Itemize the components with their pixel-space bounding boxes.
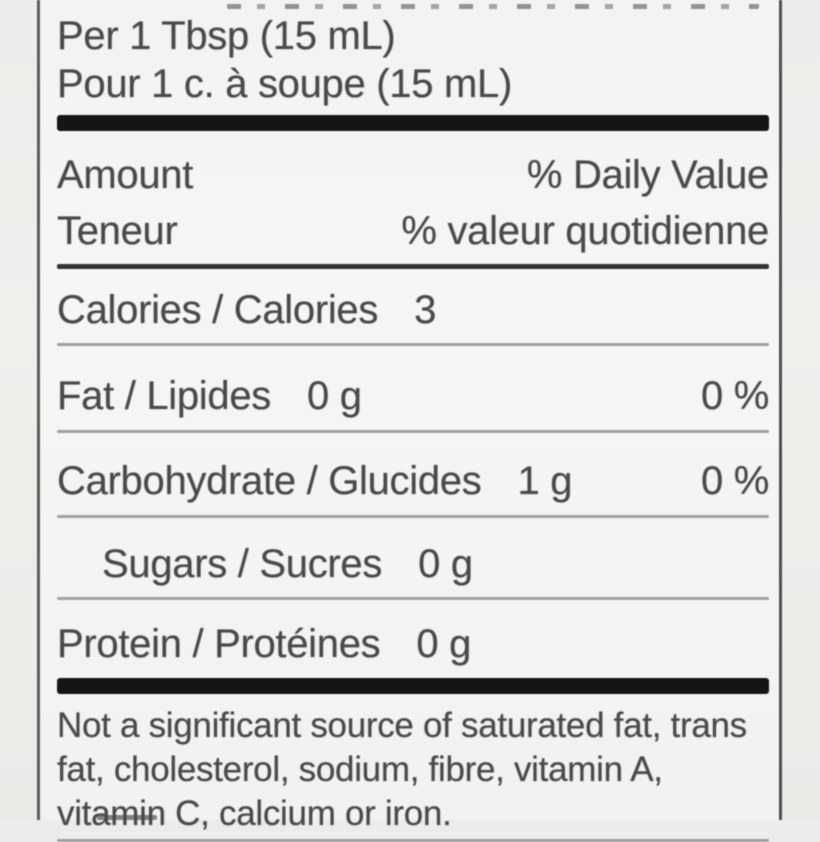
nutrient-daily-value: 0 % xyxy=(700,374,769,418)
nutrient-row-sugars: Sugars / Sucres 0 g xyxy=(57,539,769,589)
daily-value-header-en: % Daily Value xyxy=(526,153,769,197)
top-thick-bar xyxy=(57,115,769,131)
footnote-line: vitamin C, calcium or iron. xyxy=(57,794,452,833)
footnote: Not a significant source of saturated fa… xyxy=(57,704,769,836)
column-header-row-fr: Teneur % valeur quotidienne xyxy=(57,209,769,253)
nutrition-facts-label: Per 1 Tbsp (15 mL) Pour 1 c. à soupe (15… xyxy=(37,0,782,842)
nutrient-daily-value: 0 % xyxy=(700,459,769,503)
nutrient-row-protein: Protein / Protéines 0 g xyxy=(57,619,769,669)
amount-header-en: Amount xyxy=(57,153,194,197)
footnote-line: Not a significant source of saturated fa… xyxy=(57,706,747,745)
nutrient-label: Protein / Protéines xyxy=(57,622,381,666)
nutrient-label: Carbohydrate / Glucides xyxy=(57,459,482,503)
footnote-thick-bar xyxy=(57,678,769,694)
serving-size-en: Per 1 Tbsp (15 mL) xyxy=(57,14,396,58)
column-header-row-en: Amount % Daily Value xyxy=(57,153,769,197)
amount-header-fr: Teneur xyxy=(57,209,178,253)
row-separator-rule xyxy=(57,343,769,346)
nutrient-amount: 1 g xyxy=(517,459,573,503)
nutrient-amount: 0 g xyxy=(418,542,473,586)
cut-off-title-remnant xyxy=(227,4,759,9)
row-separator-rule xyxy=(57,597,769,600)
nutrient-label: Sugars / Sucres xyxy=(102,542,383,586)
cut-off-text-remnant xyxy=(97,815,157,820)
daily-value-header-fr: % valeur quotidienne xyxy=(401,209,769,253)
footnote-line: fat, cholesterol, sodium, fibre, vitamin… xyxy=(57,750,663,789)
nutrient-amount: 0 g xyxy=(416,622,472,666)
row-separator-rule xyxy=(57,515,769,518)
nutrient-row-carbohydrate: Carbohydrate / Glucides 1 g 0 % xyxy=(57,456,769,506)
row-separator-rule xyxy=(57,430,769,433)
nutrient-label: Calories / Calories xyxy=(57,288,379,332)
serving-size-fr: Pour 1 c. à soupe (15 mL) xyxy=(57,62,512,106)
header-separator-rule xyxy=(57,264,769,269)
nutrient-amount: 3 xyxy=(414,288,437,332)
nutrient-amount: 0 g xyxy=(307,374,362,418)
nutrient-row-fat: Fat / Lipides 0 g 0 % xyxy=(57,371,769,421)
nutrient-row-calories: Calories / Calories 3 xyxy=(57,285,769,335)
nutrient-label: Fat / Lipides xyxy=(57,374,271,418)
